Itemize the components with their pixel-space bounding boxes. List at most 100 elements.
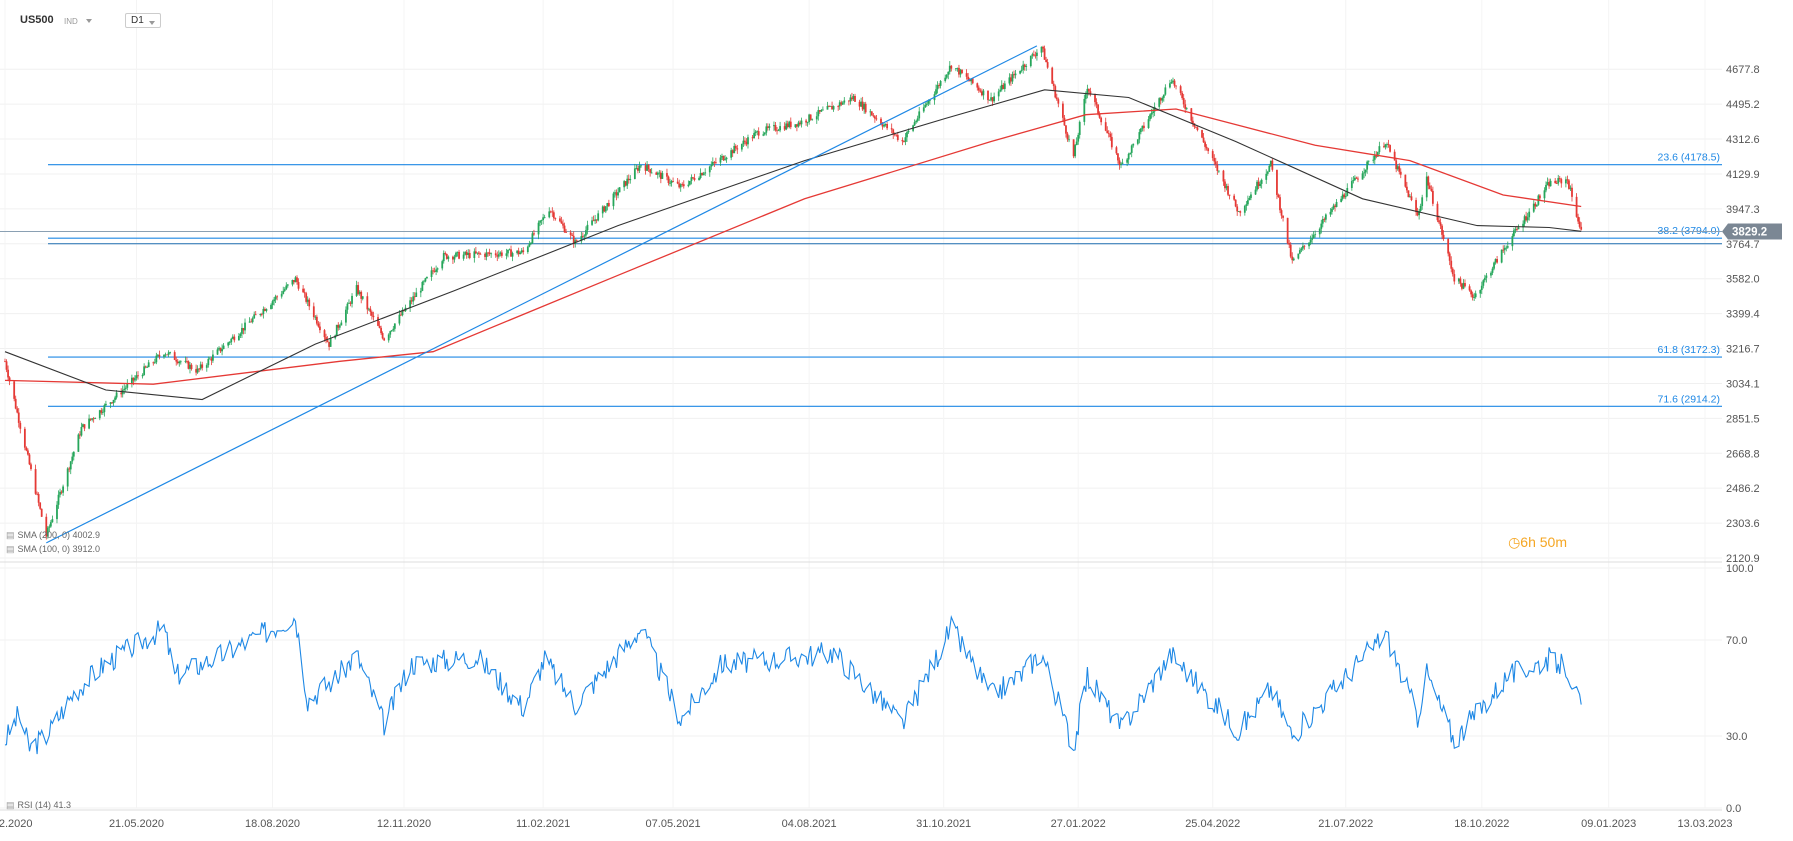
candle-body: [586, 224, 589, 231]
candle-body: [1534, 203, 1537, 207]
rsi-legend[interactable]: ▤ RSI (14) 41.3: [6, 800, 71, 811]
exchange-label: IND: [64, 17, 78, 26]
candle-body: [1502, 249, 1505, 251]
candle-body: [742, 140, 745, 144]
candle-body: [548, 211, 551, 218]
date-tick-label: 12.11.2020: [377, 818, 431, 830]
sma100-legend[interactable]: ▤ SMA (100, 0) 3912.0: [6, 544, 100, 555]
candle-body: [788, 121, 791, 128]
candle-body: [253, 314, 256, 319]
candle-body: [45, 516, 48, 537]
candle-body: [575, 240, 578, 242]
candle-body: [112, 399, 115, 404]
fib-level-label: 23.6 (4178.5): [1658, 152, 1720, 164]
symbol-label[interactable]: US500: [20, 14, 54, 26]
candle-body: [132, 377, 135, 381]
settings-icon[interactable]: ▤: [6, 530, 15, 540]
candle-body: [1298, 250, 1301, 254]
candle-body: [1405, 186, 1408, 191]
candle-body: [1314, 234, 1317, 236]
candle-body: [167, 352, 170, 355]
candle-body: [222, 345, 225, 350]
price-tick-label: 3947.3: [1726, 204, 1760, 216]
candle-body: [1011, 74, 1014, 82]
candle-body: [638, 165, 641, 171]
candle-body: [294, 277, 297, 283]
candle-body: [378, 325, 381, 328]
settings-icon[interactable]: ▤: [6, 544, 15, 554]
candle-body: [291, 279, 294, 285]
candle-body: [762, 134, 765, 136]
candle-body: [357, 285, 360, 294]
symbol-dropdown-icon[interactable]: [86, 19, 92, 23]
candle-body: [335, 324, 338, 336]
candle-body: [351, 295, 353, 304]
candle-countdown: ◷6h 50m: [1508, 534, 1567, 551]
candle-body: [999, 89, 1002, 92]
candle-body: [733, 145, 736, 154]
candle-body: [432, 270, 434, 272]
candle-body: [808, 114, 811, 122]
candle-body: [241, 327, 243, 334]
candle-body: [79, 434, 81, 436]
candle-body: [1259, 183, 1262, 186]
candle-body: [1276, 169, 1278, 195]
candle-body: [1234, 199, 1237, 207]
candle-body: [1398, 166, 1401, 172]
candle-body: [1513, 230, 1515, 237]
date-tick-label: 21.07.2022: [1318, 818, 1373, 830]
candle-body: [507, 249, 509, 254]
candle-body: [583, 235, 586, 237]
candle-body: [1451, 268, 1454, 275]
candle-body: [820, 109, 823, 112]
candle-body: [1384, 144, 1387, 148]
candle-body: [326, 340, 329, 342]
candle-body: [713, 161, 716, 163]
trendline-group[interactable]: [46, 45, 1038, 544]
candle-body: [520, 250, 523, 253]
candle-body: [1511, 236, 1514, 247]
candle-body: [186, 360, 188, 362]
candle-body: [1473, 297, 1476, 298]
candle-body: [719, 157, 722, 163]
settings-icon[interactable]: ▤: [6, 800, 15, 810]
candle-body: [1190, 108, 1193, 121]
candle-body: [1355, 177, 1358, 179]
candle-body: [1143, 125, 1145, 129]
timeframe-select[interactable]: D1: [125, 13, 161, 28]
candle-body: [285, 285, 288, 290]
candle-body: [390, 330, 393, 332]
candle-body: [100, 410, 103, 413]
candle-body: [381, 333, 384, 339]
candle-body: [19, 422, 22, 429]
candle-body: [1117, 153, 1119, 161]
candle-body: [179, 361, 182, 363]
candle-body: [554, 218, 557, 219]
candle-body: [1372, 159, 1375, 161]
candle-body: [305, 293, 308, 302]
candle-body: [1216, 164, 1219, 171]
candle-body: [1152, 111, 1155, 114]
sma200-legend[interactable]: ▤ SMA (200, 0) 4002.9: [6, 530, 100, 541]
candle-body: [337, 324, 340, 328]
candle-body: [1448, 253, 1451, 261]
candle-body: [948, 65, 951, 72]
candle-body: [1438, 220, 1440, 223]
candle-body: [601, 206, 604, 214]
candle-body: [1340, 198, 1343, 202]
candle-body: [1523, 216, 1526, 224]
candle-body: [1419, 206, 1422, 211]
price-tick-label: 4495.2: [1726, 99, 1760, 111]
candle-body: [1106, 130, 1109, 134]
candle-body: [372, 315, 375, 318]
candle-body: [349, 302, 352, 304]
candle-body: [623, 181, 626, 188]
candle-body: [704, 172, 707, 174]
candle-body: [270, 304, 272, 310]
candle-body: [1127, 153, 1130, 160]
candle-body: [821, 109, 824, 111]
candle-body: [400, 314, 402, 316]
date-tick-label: 18.08.2020: [245, 818, 300, 830]
candle-body: [421, 281, 424, 291]
